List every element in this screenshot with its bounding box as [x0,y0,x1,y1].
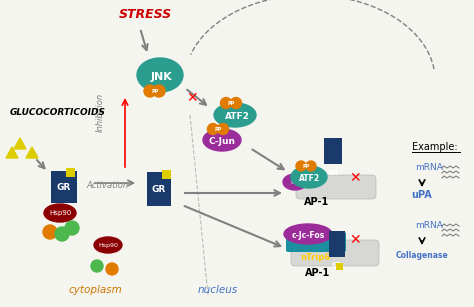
Text: AP-1: AP-1 [305,268,331,278]
Text: ATF2: ATF2 [225,111,249,121]
Text: Collagenase: Collagenase [396,251,448,260]
Ellipse shape [284,224,332,244]
FancyBboxPatch shape [291,240,379,266]
Text: uPA: uPA [411,190,432,200]
Ellipse shape [291,166,327,188]
Ellipse shape [44,204,76,222]
Circle shape [153,85,165,97]
Circle shape [91,260,103,272]
Text: GR: GR [152,185,166,195]
Circle shape [218,123,228,134]
Text: mRNA: mRNA [415,221,443,230]
Circle shape [144,85,156,97]
Text: Hsp90: Hsp90 [98,243,118,247]
Text: ✕: ✕ [349,171,361,185]
Circle shape [106,263,118,275]
Text: GR: GR [57,184,71,192]
Circle shape [65,221,79,235]
FancyBboxPatch shape [65,168,74,177]
FancyBboxPatch shape [324,138,342,164]
Text: nucleus: nucleus [198,285,238,295]
Ellipse shape [94,237,122,253]
Text: PP: PP [302,164,310,169]
Ellipse shape [203,129,241,151]
Text: Activation: Activation [87,181,129,190]
Text: nTrip6: nTrip6 [300,252,330,262]
Text: Example:: Example: [412,142,457,152]
Polygon shape [26,147,38,158]
FancyBboxPatch shape [286,232,346,252]
Text: c-Jc-Fos: c-Jc-Fos [292,231,325,239]
Circle shape [55,227,69,241]
Ellipse shape [137,58,183,92]
Text: JNK: JNK [151,72,173,82]
Text: PP: PP [228,100,235,106]
Text: Hsp90: Hsp90 [49,210,71,216]
Polygon shape [14,138,26,149]
Text: STRESS: STRESS [118,8,172,21]
Text: ✕: ✕ [349,233,361,247]
Text: cytoplasm: cytoplasm [68,285,122,295]
Circle shape [306,161,316,171]
Text: Inhibition: Inhibition [95,93,104,132]
Text: GLUCOCORTICOIDS: GLUCOCORTICOIDS [10,108,106,117]
Text: ATF2: ATF2 [300,173,320,182]
Text: GR: GR [331,262,343,268]
FancyBboxPatch shape [147,172,171,206]
Text: C-Jun: C-Jun [209,137,236,146]
Text: ✕: ✕ [186,91,198,105]
FancyBboxPatch shape [336,263,343,270]
Circle shape [220,98,231,108]
Circle shape [43,225,57,239]
Polygon shape [6,147,18,158]
Text: PP: PP [151,88,159,94]
Text: GR: GR [328,170,338,176]
FancyBboxPatch shape [296,175,376,199]
Text: AP-1: AP-1 [304,197,329,207]
Text: PP: PP [214,126,222,131]
FancyBboxPatch shape [51,171,77,203]
Ellipse shape [283,174,307,190]
Text: mRNA: mRNA [415,163,443,172]
FancyBboxPatch shape [162,169,171,178]
Circle shape [230,98,241,108]
Text: C-: C- [291,181,297,185]
FancyBboxPatch shape [329,231,345,257]
Circle shape [296,161,306,171]
Circle shape [208,123,219,134]
Ellipse shape [214,103,256,127]
